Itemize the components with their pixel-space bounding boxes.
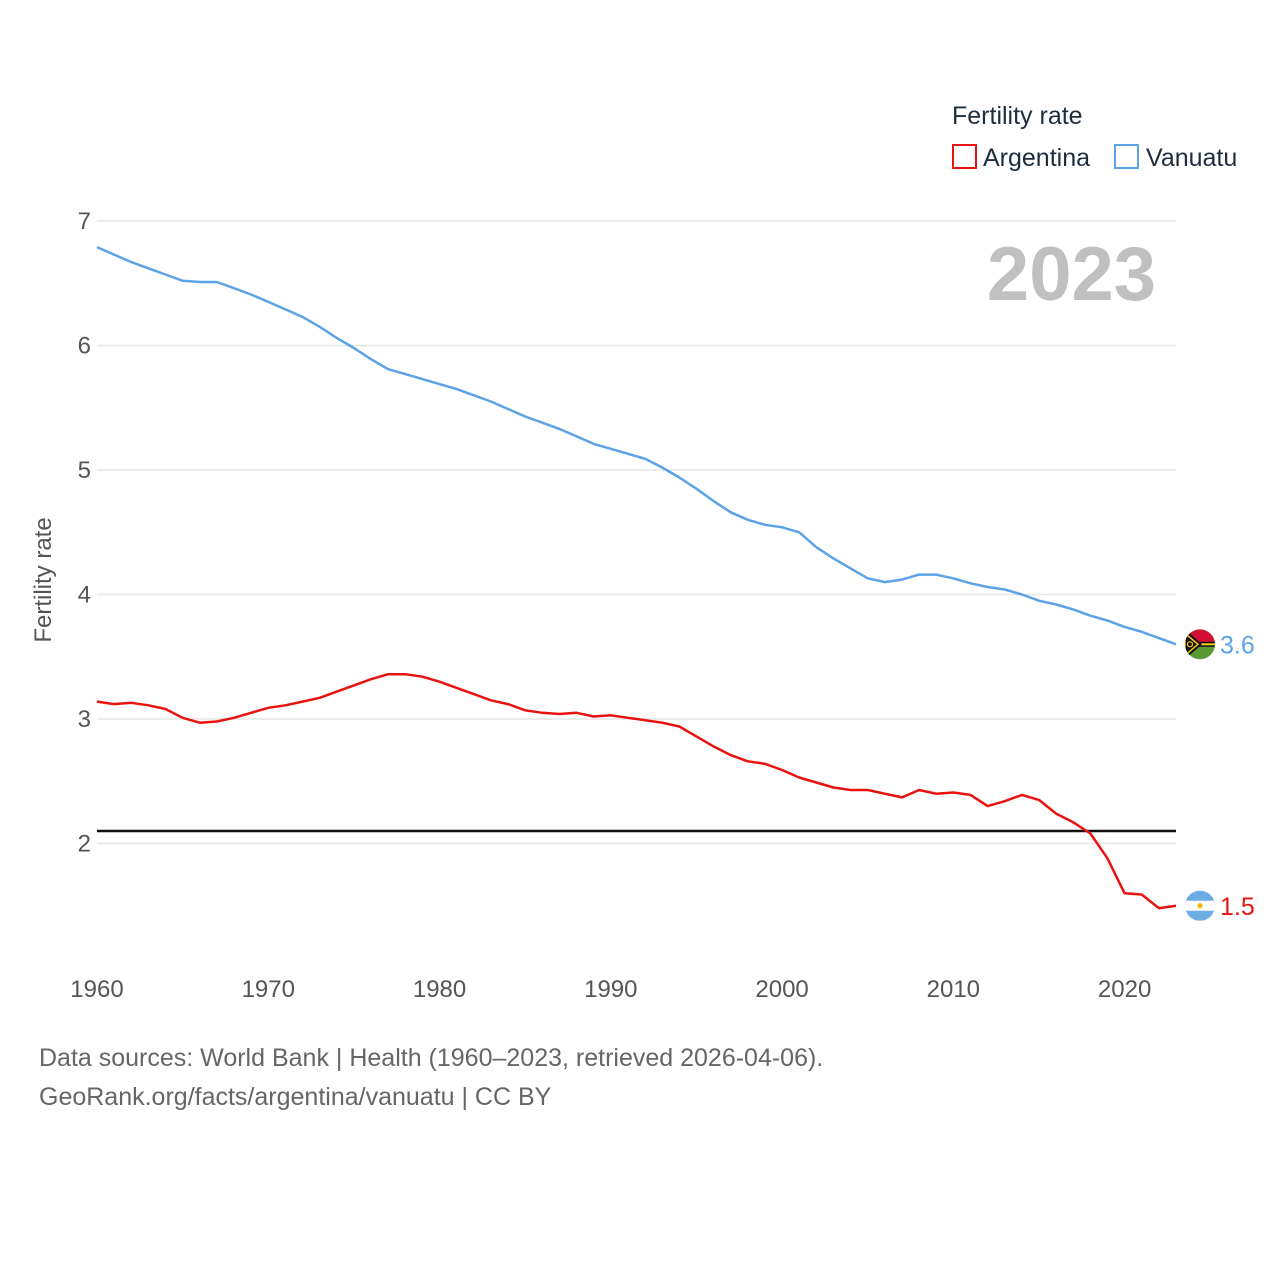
x-tick-label: 2020 bbox=[1098, 976, 1151, 1003]
footer-attribution: GeoRank.org/facts/argentina/vanuatu | CC… bbox=[39, 1083, 552, 1111]
x-tick-label: 1960 bbox=[70, 976, 123, 1003]
legend-label-argentina: Argentina bbox=[983, 144, 1090, 172]
series-line-vanuatu bbox=[96, 245, 1177, 646]
legend-swatch-argentina bbox=[952, 144, 977, 169]
x-tick-label: 2000 bbox=[755, 976, 808, 1003]
legend-label-vanuatu: Vanuatu bbox=[1146, 144, 1237, 172]
y-tick-label: 7 bbox=[78, 208, 91, 235]
fertility-rate-chart: 2 3 4 5 6 7 1960 1970 1980 1990 2000 2010 2020 Fert… bbox=[30, 102, 1255, 1003]
x-axis-ticks: 1960 1970 1980 1990 2000 2010 2020 bbox=[70, 976, 1151, 1003]
legend-item-argentina[interactable]: Argentina bbox=[952, 144, 1090, 172]
y-tick-label: 3 bbox=[78, 706, 91, 733]
current-year-label: 2023 bbox=[987, 232, 1156, 317]
vanuatu-flag-icon bbox=[1185, 629, 1215, 660]
x-tick-label: 1970 bbox=[242, 976, 295, 1003]
end-value-label-vanuatu: 3.6 bbox=[1220, 631, 1255, 659]
y-axis-ticks: 2 3 4 5 6 7 bbox=[78, 208, 91, 858]
x-tick-label: 2010 bbox=[927, 976, 980, 1003]
y-tick-label: 4 bbox=[78, 582, 91, 609]
x-tick-label: 1990 bbox=[584, 976, 637, 1003]
legend: Fertility rate Argentina Vanuatu bbox=[952, 102, 1237, 172]
y-tick-label: 6 bbox=[78, 333, 91, 360]
y-axis-label: Fertility rate bbox=[30, 517, 57, 642]
end-value-label-argentina: 1.5 bbox=[1220, 893, 1255, 921]
legend-swatch-vanuatu bbox=[1114, 144, 1139, 169]
argentina-flag-icon bbox=[1185, 890, 1215, 921]
footer-sources: Data sources: World Bank | Health (1960–… bbox=[39, 1044, 824, 1072]
y-tick-label: 5 bbox=[78, 457, 91, 484]
legend-title: Fertility rate bbox=[952, 102, 1083, 130]
legend-item-vanuatu[interactable]: Vanuatu bbox=[1114, 144, 1237, 172]
grid-lines bbox=[97, 220, 1176, 845]
x-tick-label: 1980 bbox=[413, 976, 466, 1003]
y-tick-label: 2 bbox=[78, 831, 91, 858]
series-line-argentina bbox=[96, 672, 1177, 910]
